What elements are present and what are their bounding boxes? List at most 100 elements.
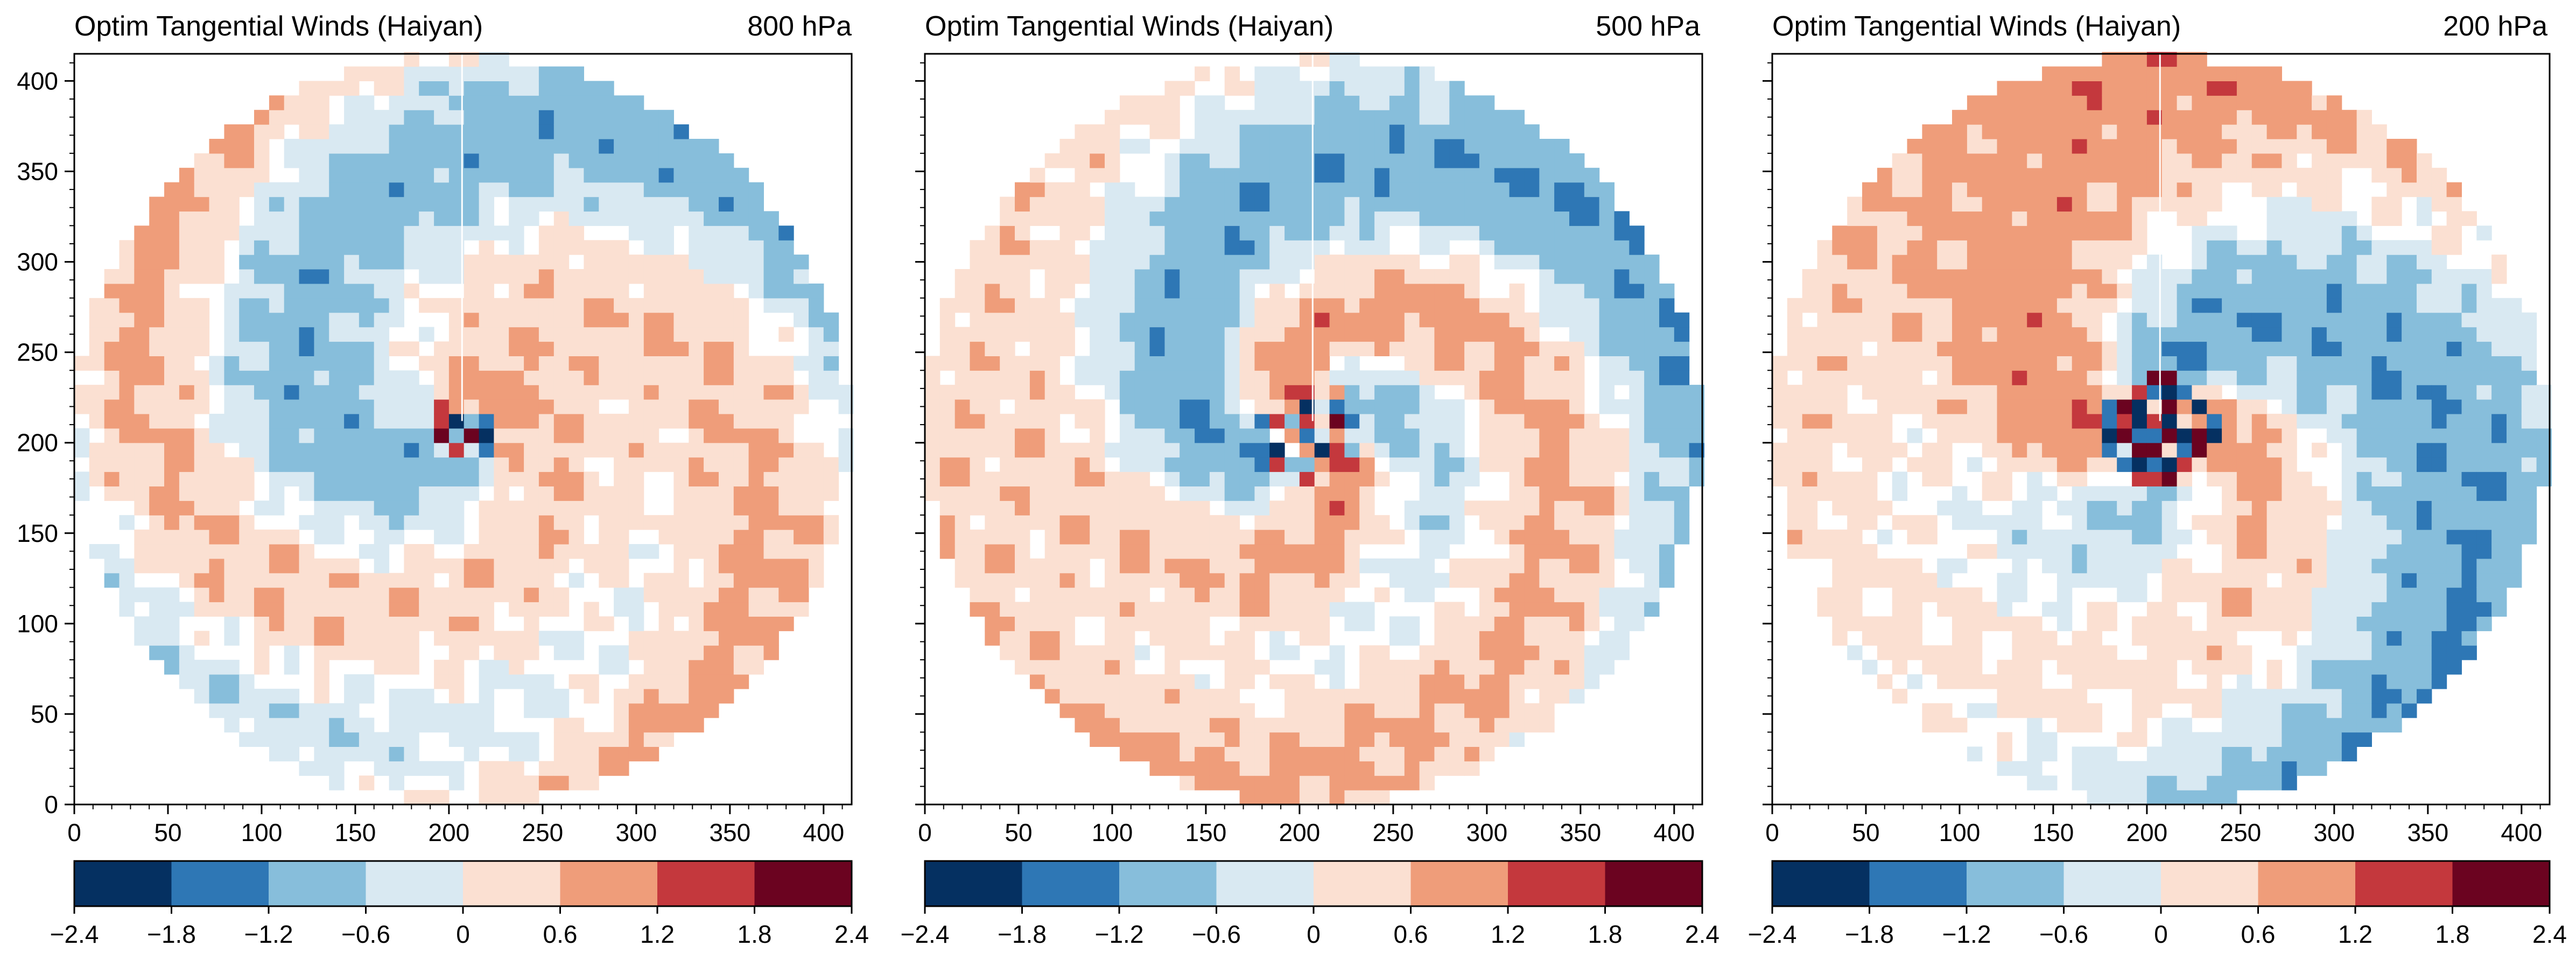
field-cell — [1817, 413, 1833, 429]
field-cell — [344, 283, 360, 299]
field-cell — [464, 341, 480, 356]
field-cell — [1404, 573, 1420, 588]
field-cell — [284, 110, 300, 125]
field-cell — [254, 558, 270, 574]
field-cell — [1000, 486, 1015, 501]
x-tick-label: 150 — [1185, 818, 1227, 846]
field-cell — [1329, 327, 1345, 342]
field-cell — [1892, 225, 1908, 241]
field-cell — [389, 385, 404, 400]
field-cell — [1254, 775, 1270, 790]
field-cell — [1817, 544, 1833, 559]
field-cell — [1907, 182, 1922, 197]
field-cell — [704, 573, 719, 588]
field-cell — [224, 428, 240, 443]
field-cell — [614, 428, 629, 443]
field-cell — [1314, 457, 1330, 472]
field-cell — [2192, 587, 2207, 603]
field-cell — [104, 341, 120, 356]
field-cell — [970, 558, 985, 574]
field-cell — [689, 515, 704, 530]
field-cell — [314, 746, 329, 761]
field-cell — [628, 674, 644, 689]
field-cell — [164, 587, 180, 603]
field-cell — [2161, 573, 2178, 588]
field-cell — [568, 645, 584, 660]
field-cell — [1967, 110, 1983, 125]
field-cell — [1569, 573, 1585, 588]
field-cell — [1599, 341, 1615, 356]
field-cell — [179, 486, 195, 501]
field-cell — [1015, 530, 1030, 545]
field-cell — [599, 616, 614, 631]
field-cell — [1359, 775, 1375, 790]
field-cell — [1269, 587, 1285, 603]
field-cell — [1892, 269, 1908, 284]
field-cell — [1449, 167, 1465, 183]
field-cell — [1464, 283, 1480, 299]
field-cell — [1614, 269, 1630, 284]
field-cell — [329, 211, 345, 226]
field-cell — [925, 413, 940, 429]
field-cell — [329, 167, 345, 183]
field-cell — [1209, 428, 1225, 443]
field-cell — [434, 457, 450, 472]
field-cell — [1105, 167, 1120, 183]
field-cell — [284, 153, 300, 168]
field-cell — [1907, 255, 1922, 270]
field-cell — [179, 341, 195, 356]
field-cell — [2027, 95, 2042, 110]
field-cell — [1967, 746, 1983, 761]
field-cell — [1584, 269, 1600, 284]
field-cell — [269, 732, 285, 747]
field-cell — [1419, 356, 1435, 371]
field-cell — [538, 688, 554, 704]
field-cell — [985, 573, 1000, 588]
field-cell — [1195, 370, 1210, 385]
field-cell — [2161, 486, 2178, 501]
field-cell — [673, 283, 689, 299]
field-cell — [149, 530, 165, 545]
field-cell — [299, 370, 314, 385]
field-cell — [448, 775, 465, 790]
field-cell — [719, 602, 734, 617]
field-cell — [1479, 139, 1495, 154]
field-cell — [1464, 196, 1480, 212]
field-cell — [1359, 211, 1375, 226]
field-cell — [1539, 139, 1555, 154]
field-cell — [1494, 703, 1510, 718]
field-cell — [689, 660, 704, 675]
field-cell — [1584, 327, 1600, 342]
field-cell — [2102, 645, 2117, 660]
field-cell — [1359, 225, 1375, 241]
field-cell — [404, 240, 419, 255]
field-cell — [733, 544, 749, 559]
field-cell — [344, 385, 360, 400]
field-cell — [1479, 225, 1495, 241]
field-cell — [1449, 269, 1465, 284]
field-cell — [733, 674, 749, 689]
field-cell — [119, 457, 135, 472]
field-cell — [2132, 95, 2147, 110]
field-cell — [1772, 356, 1788, 371]
field-cell — [464, 182, 480, 197]
field-cell — [1195, 240, 1210, 255]
field-cell — [374, 428, 390, 443]
field-cell — [2087, 211, 2102, 226]
field-cell — [149, 269, 165, 284]
field-cell — [464, 573, 480, 588]
field-cell — [1434, 602, 1450, 617]
field-cell — [1254, 225, 1270, 241]
field-cell — [389, 283, 404, 299]
field-cell — [1164, 225, 1180, 241]
field-cell — [2042, 732, 2058, 747]
field-cell — [1329, 587, 1345, 603]
field-cell — [2161, 341, 2178, 356]
field-cell — [509, 790, 524, 805]
field-cell — [2161, 81, 2178, 96]
field-cell — [1569, 674, 1585, 689]
field-cell — [1314, 717, 1330, 733]
field-cell — [733, 298, 749, 313]
field-cell — [1967, 153, 1983, 168]
field-cell — [284, 225, 300, 241]
